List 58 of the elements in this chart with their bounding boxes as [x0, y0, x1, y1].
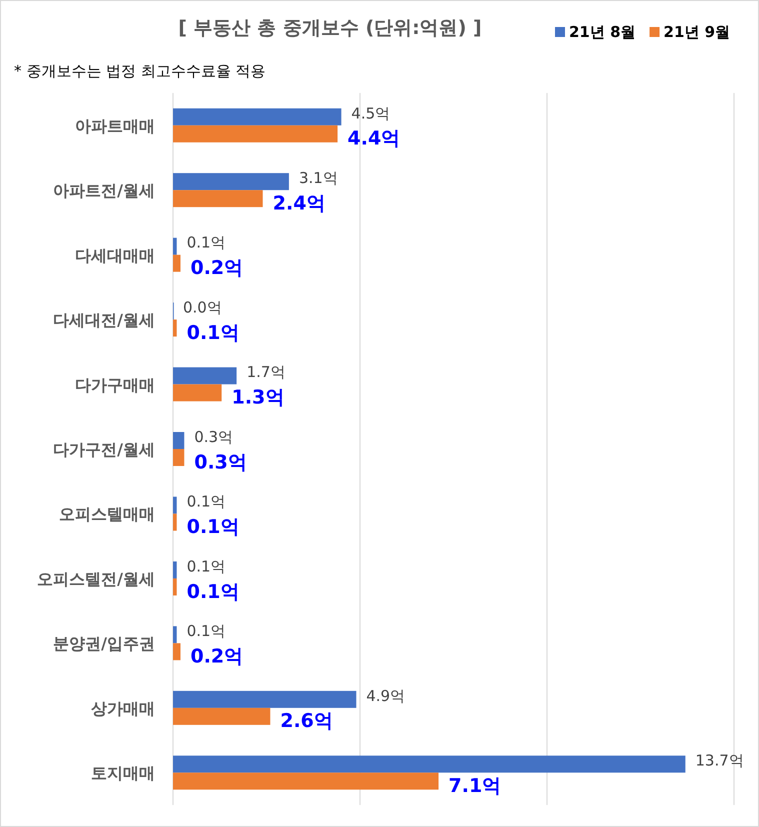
data-label: 0.1억	[186, 580, 240, 603]
data-label: 0.3억	[194, 451, 247, 474]
data-label: 0.3억	[194, 428, 234, 446]
bar	[173, 367, 237, 384]
data-label: 2.4억	[272, 192, 326, 214]
bar	[173, 496, 177, 514]
bar	[173, 756, 686, 773]
bar	[173, 254, 180, 272]
y-tick-label: 아파트매매	[75, 116, 155, 136]
bar	[173, 643, 180, 660]
data-label: 0.1억	[186, 322, 240, 344]
y-tick-label: 다세대매매	[75, 246, 155, 265]
chart-title: [ 부동산 총 중개보수 (단위:억원) ]	[178, 17, 482, 39]
legend-label: 21년 9월	[664, 23, 730, 41]
text: * 중개보수는 법정 최고수수료율 적용	[14, 62, 266, 80]
data-label: 1.3억	[232, 386, 284, 409]
y-tick-label: 다가구전/월세	[53, 440, 155, 459]
bar	[173, 626, 177, 644]
data-label: 0.1억	[186, 557, 226, 576]
data-label: 1.7억	[246, 363, 286, 382]
data-label: 0.0억	[183, 298, 222, 316]
data-label: 0.2억	[190, 646, 244, 668]
y-tick-label: 분양권/입주권	[53, 634, 155, 654]
y-tick-label: 상가매매	[91, 698, 155, 718]
data-label: 0.1억	[186, 516, 240, 538]
y-tick-label: 토지매매	[91, 764, 155, 783]
bar	[173, 514, 177, 531]
bar	[173, 690, 356, 708]
y-tick-label: 오피스텔전/월세	[37, 569, 155, 588]
data-label: 3.1억	[298, 168, 338, 187]
legend-label: 21년 8월	[569, 23, 636, 41]
bar	[173, 708, 270, 725]
data-label: 13.7억	[695, 752, 744, 770]
bar	[173, 108, 342, 126]
bar	[173, 772, 439, 790]
y-tick-label: 다가구매매	[75, 375, 155, 394]
bar	[173, 125, 338, 142]
y-tick-label: 다세대전/월세	[53, 310, 155, 330]
data-label: 4.4억	[348, 128, 400, 150]
data-label: 0.1억	[186, 234, 226, 252]
bar	[173, 578, 177, 596]
data-label: 7.1억	[448, 774, 502, 797]
bar	[173, 384, 222, 402]
data-label: 4.9억	[366, 686, 406, 705]
data-label: 0.1억	[186, 492, 226, 511]
y-tick-label: 아파트전/월세	[53, 181, 155, 200]
bar	[173, 432, 184, 449]
bar	[173, 449, 184, 466]
bar	[173, 173, 289, 190]
bar	[173, 238, 177, 255]
bar	[173, 561, 177, 578]
y-tick-label: 오피스텔매매	[59, 504, 155, 524]
data-label: 0.1억	[186, 622, 226, 640]
data-label: 4.5억	[351, 104, 390, 122]
data-label: 0.2억	[190, 257, 244, 280]
bar	[173, 320, 177, 337]
data-label: 2.6억	[280, 710, 333, 732]
bar	[173, 190, 263, 208]
